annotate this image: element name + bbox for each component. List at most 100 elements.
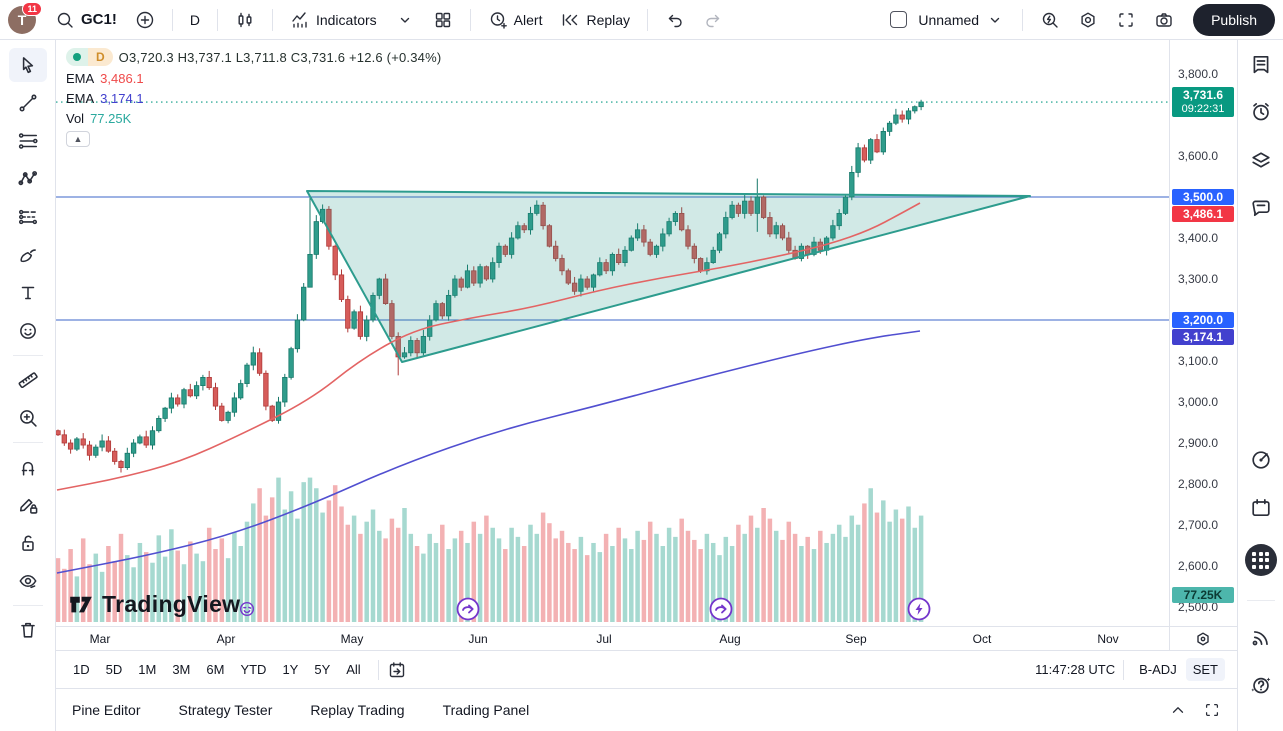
bottom-tab-pine-editor[interactable]: Pine Editor bbox=[72, 702, 141, 718]
go-to-date-button[interactable] bbox=[387, 660, 407, 680]
price-level-badge[interactable]: 3,486.1 bbox=[1172, 206, 1234, 222]
bottom-tab-trading-panel[interactable]: Trading Panel bbox=[442, 702, 530, 718]
symbol-search-button[interactable]: GC1! bbox=[48, 5, 124, 35]
apps-grid-button[interactable] bbox=[1244, 544, 1277, 576]
range-button-1d[interactable]: 1D bbox=[73, 662, 90, 677]
remove-drawings-tool[interactable] bbox=[9, 613, 47, 647]
event-marker-skip-icon[interactable] bbox=[456, 597, 480, 621]
event-marker-skip-icon[interactable] bbox=[709, 597, 733, 621]
settings-button[interactable] bbox=[1071, 5, 1105, 35]
divider bbox=[12, 442, 43, 443]
price-level-badge[interactable]: 3,174.1 bbox=[1172, 329, 1234, 345]
lock-drawings-tool[interactable] bbox=[9, 526, 47, 560]
chart-legend: D O3,720.3 H3,737.1 L3,711.8 C3,731.6 +1… bbox=[66, 48, 441, 147]
replay-label: Replay bbox=[586, 11, 631, 28]
layout-name-button[interactable]: Unnamed bbox=[911, 5, 1012, 35]
user-avatar[interactable]: T 11 bbox=[8, 1, 42, 34]
redo-button[interactable] bbox=[696, 5, 730, 35]
trend-line-tool[interactable] bbox=[9, 86, 47, 120]
time-axis[interactable]: Mar Apr May Jun Jul Aug Sep Oct Nov bbox=[56, 626, 1237, 650]
bottom-tab-replay-trading[interactable]: Replay Trading bbox=[310, 702, 405, 718]
measure-tool[interactable] bbox=[9, 363, 47, 397]
alert-clock-icon bbox=[488, 10, 508, 30]
range-button-all[interactable]: All bbox=[346, 662, 361, 677]
indicators-button[interactable]: Indicators bbox=[283, 5, 384, 35]
panel-expand-button[interactable] bbox=[1169, 701, 1187, 719]
legend-collapse-button[interactable]: ▲ bbox=[66, 131, 90, 147]
divider bbox=[12, 605, 43, 606]
publish-button[interactable]: Publish bbox=[1193, 3, 1275, 36]
current-price-badge[interactable]: 3,731.6 09:22:31 bbox=[1172, 87, 1234, 118]
price-level-badge[interactable]: 3,200.0 bbox=[1172, 312, 1234, 328]
magnet-tool[interactable] bbox=[9, 450, 47, 484]
clock-utc[interactable]: 11:47:28 UTC bbox=[1035, 662, 1116, 677]
pattern-tool[interactable] bbox=[9, 162, 47, 196]
chat-button[interactable] bbox=[1249, 196, 1273, 220]
chart-style-button[interactable] bbox=[228, 5, 262, 35]
indicators-icon bbox=[290, 10, 310, 30]
range-button-ytd[interactable]: YTD bbox=[240, 662, 267, 677]
range-button-1m[interactable]: 1M bbox=[138, 662, 157, 677]
price-chart[interactable] bbox=[56, 40, 1170, 626]
bottom-tab-strategy-tester[interactable]: Strategy Tester bbox=[178, 702, 273, 718]
calendar-button[interactable] bbox=[1249, 496, 1273, 520]
timeframe-button[interactable]: D bbox=[189, 11, 200, 28]
panel-maximize-button[interactable] bbox=[1203, 701, 1221, 719]
text-tool[interactable] bbox=[9, 276, 47, 310]
screener-button[interactable] bbox=[1249, 448, 1273, 472]
price-level-badge[interactable]: 77.25K bbox=[1172, 587, 1234, 603]
emoji-tool[interactable] bbox=[9, 314, 47, 348]
broadcast-button[interactable] bbox=[1249, 625, 1273, 649]
ema-slow-label[interactable]: EMA bbox=[66, 91, 95, 106]
alert-button[interactable]: Alert bbox=[481, 5, 550, 35]
cursor-tool[interactable] bbox=[8, 48, 47, 82]
snapshot-button[interactable] bbox=[1147, 5, 1181, 35]
price-axis[interactable]: 3,800.0 3,600.0 3,500.0 3,400.0 3,300.0 3,200… bbox=[1169, 40, 1237, 650]
divider bbox=[12, 355, 43, 356]
chart-pane[interactable]: D O3,720.3 H3,737.1 L3,711.8 C3,731.6 +1… bbox=[56, 40, 1170, 626]
indicator-templates-button[interactable] bbox=[388, 5, 422, 35]
volume-label[interactable]: Vol bbox=[66, 111, 85, 126]
symbol-status-pill[interactable]: D bbox=[66, 48, 113, 66]
hide-drawings-tool[interactable] bbox=[9, 564, 47, 598]
forecast-tool[interactable] bbox=[9, 200, 47, 234]
adjustment-toggle[interactable]: B-ADJ bbox=[1139, 662, 1177, 677]
axis-settings-gear-icon[interactable] bbox=[1193, 629, 1213, 649]
help-button[interactable] bbox=[1249, 673, 1273, 697]
month-tick: Mar bbox=[89, 632, 111, 646]
brush-tool[interactable] bbox=[9, 238, 47, 272]
range-button-3m[interactable]: 3M bbox=[172, 662, 191, 677]
compare-add-button[interactable] bbox=[128, 5, 162, 35]
separator bbox=[216, 8, 218, 31]
divider bbox=[1246, 600, 1275, 601]
fullscreen-button[interactable] bbox=[1109, 5, 1143, 35]
range-button-5d[interactable]: 5D bbox=[105, 662, 123, 677]
volume-value: 77.25K bbox=[90, 111, 132, 126]
drawing-toolbar bbox=[0, 40, 56, 731]
undo-button[interactable] bbox=[658, 5, 692, 35]
range-button-6m[interactable]: 6M bbox=[206, 662, 225, 677]
replay-button[interactable]: Replay bbox=[553, 5, 637, 35]
price-tick: 2,700.0 bbox=[1178, 518, 1219, 532]
layout-name: Unnamed bbox=[918, 11, 980, 28]
object-tree-button[interactable] bbox=[1249, 148, 1273, 172]
range-button-1y[interactable]: 1Y bbox=[282, 662, 299, 677]
watchlist-button[interactable] bbox=[1249, 52, 1273, 76]
range-button-5y[interactable]: 5Y bbox=[314, 662, 331, 677]
month-tick: Jun bbox=[468, 632, 488, 646]
zoom-in-tool[interactable] bbox=[9, 401, 47, 435]
layout-sync-checkbox[interactable] bbox=[890, 11, 908, 28]
drawing-mode-tool[interactable] bbox=[9, 488, 47, 522]
quick-search-button[interactable] bbox=[1033, 5, 1067, 35]
month-tick: Apr bbox=[216, 632, 236, 646]
session-toggle[interactable]: SET bbox=[1185, 658, 1225, 681]
event-marker-flash-icon[interactable] bbox=[907, 597, 931, 621]
ema-fast-label[interactable]: EMA bbox=[66, 71, 95, 86]
layout-grid-button[interactable] bbox=[426, 5, 460, 35]
alerts-button[interactable] bbox=[1249, 100, 1273, 124]
ema-slow-value: 3,174.1 bbox=[100, 91, 144, 106]
fib-retracement-tool[interactable] bbox=[9, 124, 47, 158]
right-sidebar bbox=[1237, 40, 1283, 731]
price-level-badge[interactable]: 3,500.0 bbox=[1172, 189, 1234, 205]
separator bbox=[1022, 8, 1024, 31]
